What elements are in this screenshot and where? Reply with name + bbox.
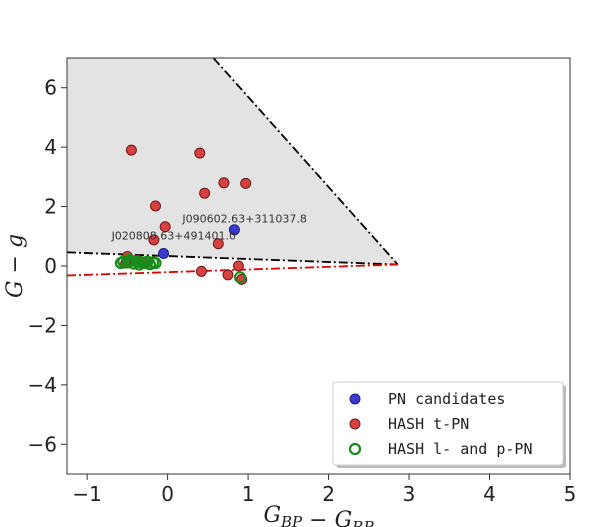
legend: PN candidates HASH t-PN HASH l- and p-PN: [332, 381, 566, 468]
point-hash-l-and-p-pn-14: [233, 271, 247, 284]
x-tick-label: 5: [564, 482, 577, 506]
point-hash-t-pn-11: [195, 265, 207, 277]
legend-marker: [349, 393, 361, 405]
point-hash-t-pn-2: [199, 187, 211, 199]
point-hash-t-pn-0: [125, 144, 137, 156]
boundary-line-3: [67, 263, 398, 277]
boundary-lines: [67, 58, 399, 277]
y-tick-label: −6: [28, 432, 57, 456]
legend-marker: [349, 418, 361, 430]
boundary-line-1: [212, 58, 399, 266]
y-tick-label: 6: [44, 76, 57, 100]
x-tick-label: 0: [161, 482, 174, 506]
point-hash-t-pn-3: [218, 177, 230, 189]
data-points: [114, 144, 252, 285]
point-hash-t-pn-1: [194, 147, 206, 159]
x-tick-label: 2: [322, 482, 335, 506]
point-hash-t-pn-12: [222, 269, 234, 281]
y-tick-label: −4: [28, 373, 57, 397]
y-tick-label: 4: [44, 135, 57, 159]
point-hash-l-and-p-pn-13: [122, 253, 136, 267]
x-axis-label: GBP − GRP: [263, 503, 374, 527]
point-hash-t-pn-6: [159, 221, 171, 233]
axes: −1 0 1 2 3 4 5 −6 −4 −2 0 2 4 6: [28, 76, 577, 506]
point-hash-l-and-p-pn-11: [149, 256, 162, 270]
point-pn-candidates-0: [158, 248, 170, 260]
x-tick-label: 4: [483, 482, 496, 506]
y-tick-label: 2: [44, 195, 57, 219]
shaded-area: [67, 58, 398, 265]
x-tick-label: 1: [242, 482, 255, 506]
point-hash-t-pn-7: [148, 234, 160, 246]
y-tick-label: 0: [44, 254, 57, 278]
y-tick-label: −2: [28, 313, 57, 337]
annotation-label: J020808.63+491401.0: [111, 230, 236, 243]
legend-box: [332, 381, 564, 466]
point-pn-candidates-1: [228, 224, 240, 236]
legend-marker: [348, 442, 362, 456]
point-hash-t-pn-4: [240, 177, 252, 189]
x-tick-label: 3: [403, 482, 416, 506]
legend-label: HASH l- and p-PN: [388, 440, 533, 458]
point-hash-t-pn-5: [150, 200, 162, 212]
shaded-region: [67, 58, 398, 265]
y-axis-label: G − g: [3, 234, 28, 298]
point-hash-l-and-p-pn-8: [141, 255, 154, 268]
point-hash-t-pn-8: [212, 238, 224, 250]
annotation-label: J090602.63+311037.8: [181, 213, 306, 226]
legend-label: PN candidates: [388, 390, 505, 408]
legend-label: HASH t-PN: [388, 415, 469, 433]
x-tick-label: −1: [72, 482, 101, 506]
boundary-line-2: [67, 251, 398, 266]
point-hash-t-pn-13: [232, 260, 244, 272]
annotations: J090602.63+311037.8 J020808.63+491401.0: [111, 213, 307, 243]
